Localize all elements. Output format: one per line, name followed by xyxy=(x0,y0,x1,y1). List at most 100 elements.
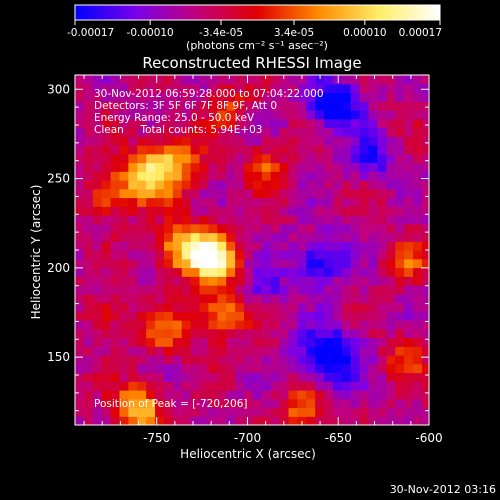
heatmap-cell xyxy=(306,153,316,164)
heatmap-cell xyxy=(226,206,236,216)
heatmap-cell xyxy=(386,416,396,425)
heatmap-cell xyxy=(288,145,298,155)
heatmap-cell xyxy=(146,162,156,172)
heatmap-cell xyxy=(306,355,316,365)
heatmap-cell xyxy=(101,390,112,400)
heatmap-cell xyxy=(315,180,325,190)
heatmap-cell xyxy=(119,215,129,225)
heatmap-cell xyxy=(395,302,405,312)
heatmap-cell xyxy=(190,241,201,251)
heatmap-cell xyxy=(261,355,272,365)
heatmap-cell xyxy=(386,276,396,286)
heatmap-cell xyxy=(128,92,138,102)
heatmap-cell xyxy=(413,101,423,111)
heatmap-cell xyxy=(341,293,352,304)
heatmap-cell xyxy=(128,372,138,382)
heatmap-cell xyxy=(350,83,361,94)
heatmap-cell xyxy=(261,293,272,304)
heatmap-cell xyxy=(110,206,121,216)
heatmap-cell xyxy=(386,337,396,347)
heatmap-cell xyxy=(279,223,290,234)
heatmap-cell xyxy=(404,75,414,76)
heatmap-cell xyxy=(163,363,174,374)
info-line: Energy Range: 25.0 - 50.0 keV xyxy=(94,112,255,124)
heatmap-cell xyxy=(261,311,272,321)
heatmap-cell xyxy=(226,346,236,356)
heatmap-cell xyxy=(386,311,396,321)
heatmap-cell xyxy=(83,250,94,260)
heatmap-cell xyxy=(75,302,85,312)
heatmap-cell xyxy=(146,381,156,391)
heatmap-cell xyxy=(83,258,94,269)
heatmap-cell xyxy=(110,381,121,391)
heatmap-cell xyxy=(119,75,129,76)
heatmap-cell xyxy=(279,180,290,190)
heatmap-cell xyxy=(163,381,174,391)
heatmap-cell xyxy=(208,328,218,339)
heatmap-cell xyxy=(199,206,210,216)
heatmap-cell xyxy=(181,180,192,190)
heatmap-cell xyxy=(377,381,387,391)
heatmap-cell xyxy=(110,127,121,137)
heatmap-cell xyxy=(110,188,121,199)
heatmap-cell xyxy=(315,162,325,172)
heatmap-cell xyxy=(119,407,129,417)
heatmap-cell xyxy=(350,328,361,339)
heatmap-cell xyxy=(386,285,396,295)
heatmap-cell xyxy=(377,180,387,190)
heatmap-cell xyxy=(404,355,414,365)
heatmap-cell xyxy=(332,250,343,260)
heatmap-cell xyxy=(101,407,112,417)
heatmap-cell xyxy=(163,92,174,102)
heatmap-cell xyxy=(110,215,121,225)
heatmap-cell xyxy=(288,267,298,277)
heatmap-cell xyxy=(226,110,236,120)
heatmap-cell xyxy=(261,197,272,207)
heatmap-cell xyxy=(359,337,370,347)
heatmap-cell xyxy=(244,276,254,286)
heatmap-cell xyxy=(395,127,405,137)
peak-annotation: Position of Peak = [-720,206] xyxy=(94,398,248,410)
heatmap-cell xyxy=(128,250,138,260)
heatmap-cell xyxy=(341,136,352,146)
heatmap-cell xyxy=(288,127,298,137)
heatmap-cell xyxy=(92,250,103,260)
heatmap-cell xyxy=(101,110,112,120)
heatmap-cell xyxy=(217,407,227,417)
heatmap-cell xyxy=(235,302,245,312)
heatmap-cell xyxy=(75,320,85,330)
heatmap-cell xyxy=(350,188,361,199)
heatmap-cell xyxy=(163,180,174,190)
heatmap-cell xyxy=(235,188,245,199)
heatmap-cell xyxy=(119,171,129,181)
heatmap-cell xyxy=(261,372,272,382)
heatmap-cell xyxy=(395,311,405,321)
heatmap-cell xyxy=(359,83,370,94)
heatmap-cell xyxy=(306,206,316,216)
heatmap-cell xyxy=(297,127,307,137)
heatmap-cell xyxy=(368,267,379,277)
heatmap-cell xyxy=(83,145,94,155)
heatmap-cell xyxy=(128,171,138,181)
heatmap-cell xyxy=(137,363,147,374)
heatmap-cell xyxy=(137,197,147,207)
heatmap-cell xyxy=(101,293,112,304)
heatmap-cell xyxy=(288,328,298,339)
heatmap-cell xyxy=(146,407,156,417)
heatmap-cell xyxy=(137,337,147,347)
heatmap-cell xyxy=(217,285,227,295)
heatmap-cell xyxy=(306,390,316,400)
heatmap-cell xyxy=(199,250,210,260)
heatmap-cell xyxy=(377,311,387,321)
heatmap-cell xyxy=(101,83,112,94)
heatmap-cell xyxy=(350,162,361,172)
heatmap-cell xyxy=(341,398,352,409)
heatmap-cell xyxy=(306,171,316,181)
heatmap-cell xyxy=(83,215,94,225)
heatmap-cell xyxy=(146,328,156,339)
heatmap-cell xyxy=(252,328,263,339)
heatmap-cell xyxy=(270,267,281,277)
heatmap-cell xyxy=(413,75,423,85)
heatmap-cell xyxy=(155,320,165,330)
heatmap-cell xyxy=(404,285,414,295)
